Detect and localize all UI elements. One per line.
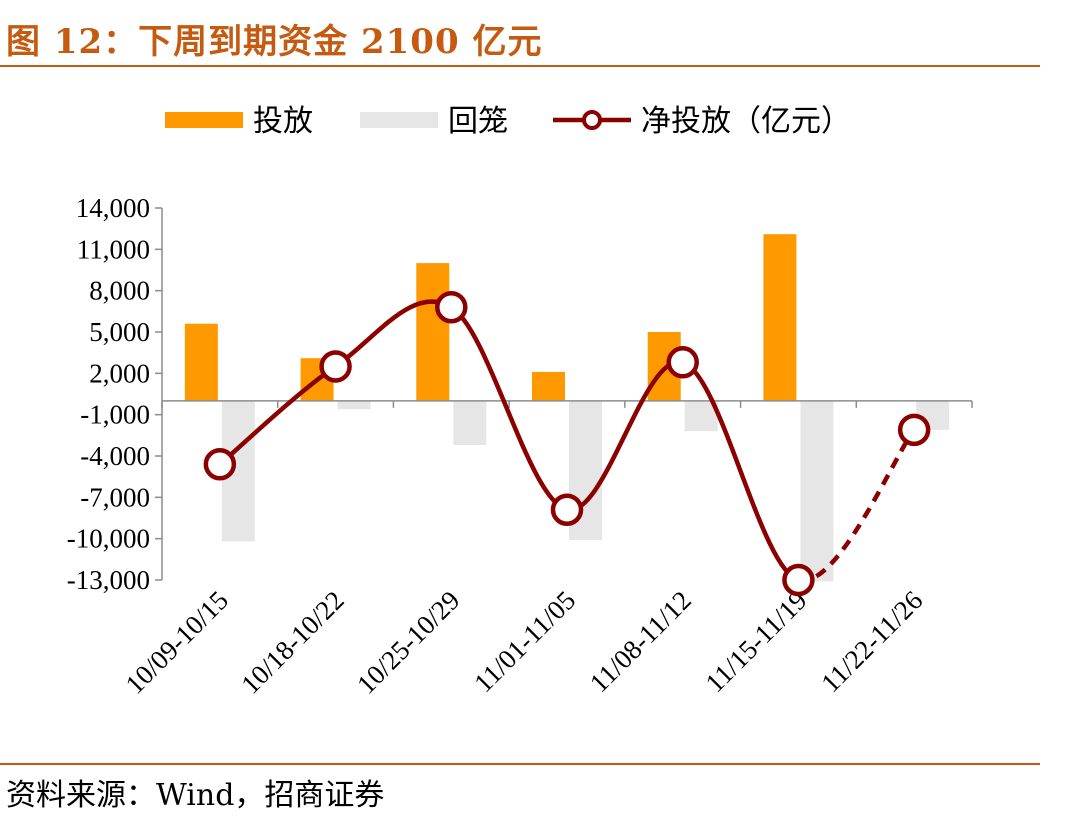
y-tick-label: -13,000 bbox=[67, 565, 150, 595]
legend-label-injection: 投放 bbox=[253, 104, 313, 139]
net-injection-curve bbox=[217, 299, 801, 583]
y-tick-label: -7,000 bbox=[80, 482, 150, 512]
y-axis: 14,000 11,000 8,000 5,000 2,000 -1,000 -4,000 -… bbox=[67, 193, 163, 595]
withdrawal-bar bbox=[800, 400, 834, 582]
legend-label-withdrawal: 回笼 bbox=[448, 104, 508, 139]
source-divider bbox=[0, 763, 1040, 765]
legend: 投放 回笼 净投放（亿元） bbox=[165, 104, 851, 139]
net-injection-point bbox=[897, 413, 931, 447]
withdrawal-bar bbox=[453, 400, 487, 445]
x-tick-label: 11/15-11/19 bbox=[700, 585, 813, 698]
injection-bar bbox=[763, 234, 797, 401]
legend-swatch-withdrawal bbox=[360, 112, 438, 128]
legend-swatch-net-marker bbox=[582, 110, 602, 130]
injection-bar bbox=[416, 263, 450, 401]
x-tick-label: 10/18-10/22 bbox=[235, 585, 350, 700]
x-tick-label: 11/08-11/12 bbox=[584, 585, 697, 698]
x-tick-label: 11/01-11/05 bbox=[468, 585, 581, 698]
y-tick-label: 2,000 bbox=[89, 358, 150, 388]
net-injection-point bbox=[435, 290, 468, 324]
x-tick-label: 11/22-11/26 bbox=[815, 585, 928, 698]
y-tick-label: -4,000 bbox=[80, 441, 150, 471]
y-tick-label: 11,000 bbox=[77, 234, 150, 264]
legend-label-net: 净投放（亿元） bbox=[641, 104, 851, 139]
withdrawal-bar bbox=[337, 400, 371, 410]
y-tick-label: 14,000 bbox=[76, 193, 150, 223]
net-injection-point bbox=[319, 350, 352, 383]
title-divider bbox=[0, 65, 1040, 67]
chart: 投放 回笼 净投放（亿元） 14,000 11,000 8,000 5,000 2,000 -… bbox=[67, 104, 973, 700]
bars bbox=[184, 234, 950, 582]
net-injection-point bbox=[782, 563, 815, 597]
x-tick-label: 10/25-10/29 bbox=[351, 585, 466, 700]
x-tick-label: 10/09-10/15 bbox=[120, 585, 235, 700]
y-tick-label: -1,000 bbox=[80, 400, 150, 430]
net-injection-point bbox=[550, 493, 584, 526]
source-note: 资料来源：Wind，招商证券 bbox=[6, 778, 385, 813]
injection-bar bbox=[532, 371, 565, 401]
chart-title: 图 12：下周到期资金 2100 亿元 bbox=[6, 22, 543, 62]
net-injection-point bbox=[666, 346, 699, 379]
y-tick-label: -10,000 bbox=[67, 524, 150, 554]
y-tick-label: 8,000 bbox=[89, 276, 150, 306]
injection-bar bbox=[184, 323, 218, 401]
y-tick-label: 5,000 bbox=[89, 317, 150, 347]
net-injection-forecast-segment bbox=[797, 428, 916, 583]
legend-swatch-injection bbox=[165, 112, 243, 128]
net-injection-line bbox=[203, 290, 931, 597]
net-injection-point bbox=[203, 448, 237, 481]
